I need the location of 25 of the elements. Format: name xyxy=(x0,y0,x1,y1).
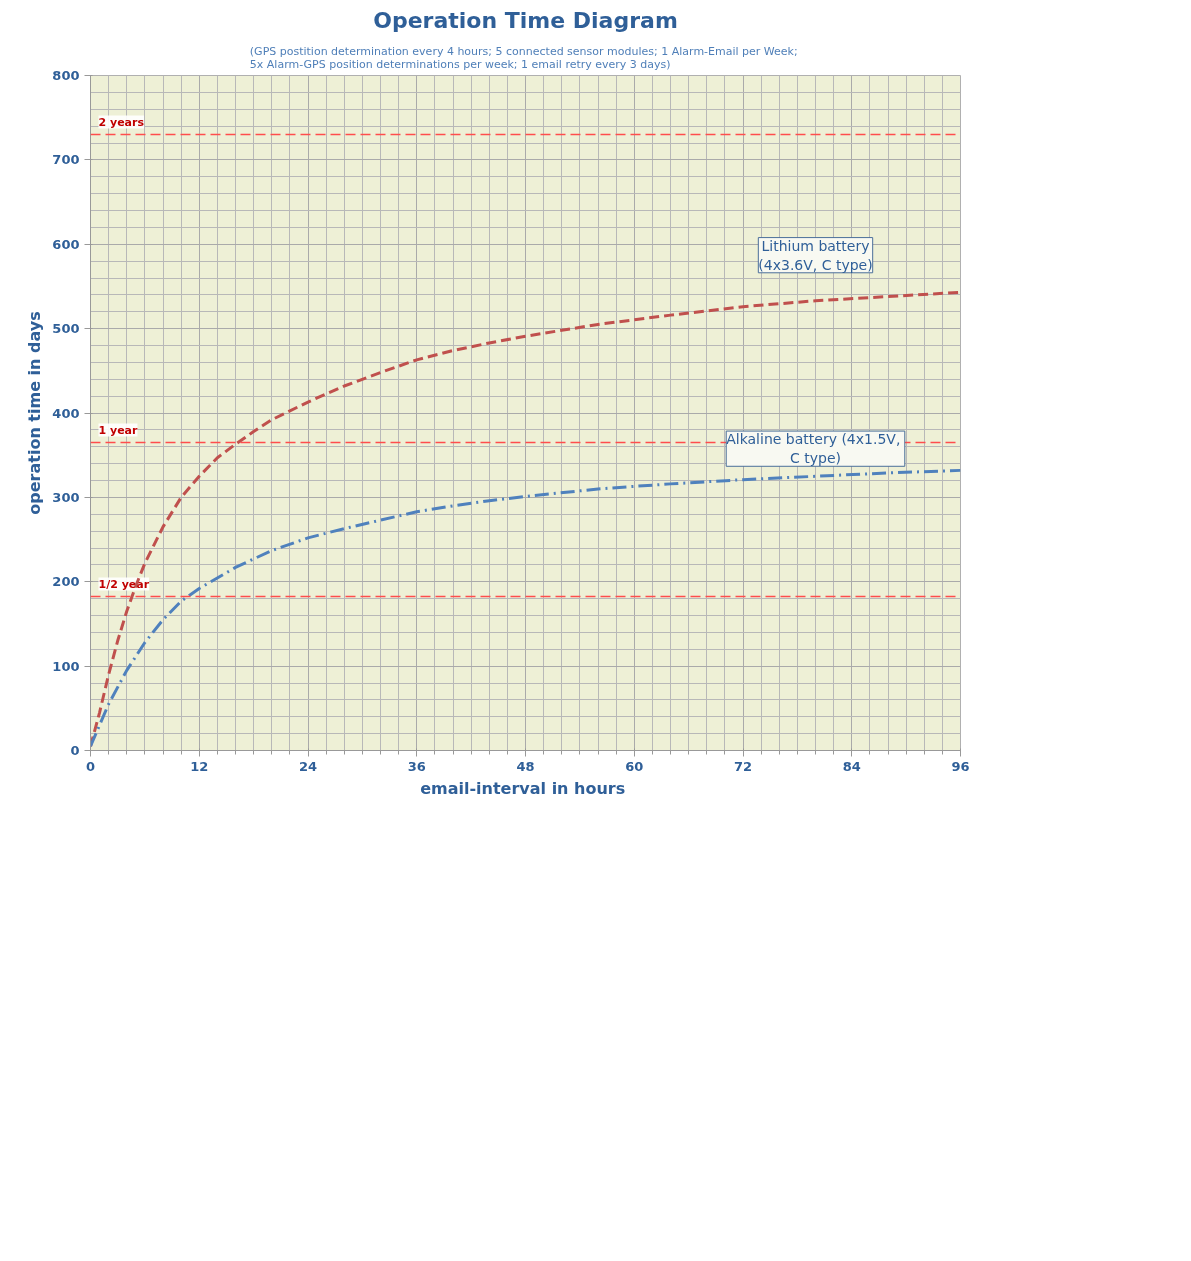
y-tick-label: 600 xyxy=(52,236,80,252)
x-tick-label: 96 xyxy=(951,758,970,774)
x-tick-label: 12 xyxy=(190,758,209,774)
y-tick-label: 500 xyxy=(52,321,80,337)
x-tick-label: 48 xyxy=(516,758,535,774)
y-tick-label: 800 xyxy=(52,68,80,83)
x-tick-label: 84 xyxy=(842,758,861,774)
x-tick-label: 24 xyxy=(298,758,318,774)
y-tick-label: 0 xyxy=(70,743,80,758)
y-tick-label: 100 xyxy=(52,658,80,674)
x-tick-label: 60 xyxy=(625,758,644,774)
ref-line-label: 2 years xyxy=(98,115,145,129)
x-axis-title: email-interval in hours xyxy=(420,778,626,798)
y-tick-label: 300 xyxy=(52,489,80,505)
y-tick-label: 200 xyxy=(52,574,80,590)
chart-subtitle: (GPS postition determination every 4 hours; 5 connected sensor modules; 1 Alarm-Email per Week; 5x Alarm-GPS position determinations per week; 1 email retry every 3 days) xyxy=(249,44,798,71)
x-tick-label: 72 xyxy=(733,758,753,774)
x-tick-label: 36 xyxy=(407,758,426,774)
series-label: Lithium battery (4x3.6V, C type) xyxy=(758,237,873,273)
x-tick-label: 0 xyxy=(85,758,96,774)
y-tick-label: 400 xyxy=(52,405,80,421)
y-tick-label: 700 xyxy=(52,152,80,168)
ref-line-label: 1 year xyxy=(98,423,139,437)
chart-title: Operation Time Diagram xyxy=(373,7,678,33)
y-axis-title: operation time in days xyxy=(25,311,45,515)
